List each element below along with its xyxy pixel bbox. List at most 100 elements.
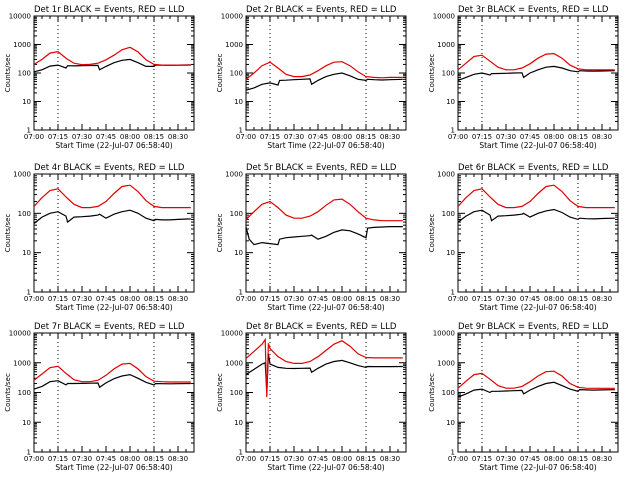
panel-det-3r: Det 3r BLACK = Events, RED = LLD 1 10 100 10… (428, 5, 619, 150)
panel-title: Det 2r BLACK = Events, RED = LLD (246, 5, 397, 15)
x-tick-label: 07:15 (260, 455, 280, 463)
x-tick-label: 08:00 (120, 133, 140, 141)
x-axis-label: Start Time (22-Jul-07 06:58:40) (55, 303, 172, 312)
series-line-lld (33, 184, 191, 209)
x-tick-label: 07:30 (284, 455, 304, 463)
y-tick-label: 100 (18, 210, 31, 218)
panel-title: Det 1r BLACK = Events, RED = LLD (34, 5, 185, 15)
x-tick-label: 08:30 (380, 455, 400, 463)
panel-det-2r: Det 2r BLACK = Events, RED = LLD 1 10 100 10… (216, 5, 407, 150)
series-line-lld (245, 61, 403, 80)
y-tick-label: 1000 (13, 359, 31, 367)
x-tick-label: 07:00 (236, 455, 256, 463)
x-axis-label: Start Time (22-Jul-07 06:58:40) (267, 303, 384, 312)
y-tick-label: 10000 (433, 330, 455, 338)
series-line-events (457, 208, 615, 223)
y-tick-label: 1 (27, 289, 31, 297)
x-tick-label: 07:15 (472, 455, 492, 463)
panel-title: Det 4r BLACK = Events, RED = LLD (34, 163, 185, 173)
plot-frame (33, 15, 195, 131)
x-tick-label: 07:45 (96, 133, 116, 141)
y-tick-label: 1 (451, 289, 455, 297)
x-tick-label: 07:00 (448, 295, 468, 303)
x-tick-label: 08:00 (544, 455, 564, 463)
x-tick-label: 07:45 (96, 295, 116, 303)
x-tick-label: 07:30 (72, 455, 92, 463)
y-tick-label: 1 (239, 289, 243, 297)
x-tick-label: 07:45 (96, 455, 116, 463)
series-line-events (457, 381, 615, 398)
y-tick-label: 10000 (221, 330, 243, 338)
x-tick-label: 08:00 (544, 133, 564, 141)
y-axis-label: Counts/sec (428, 373, 436, 412)
series-line-events (245, 72, 403, 91)
x-tick-label: 07:00 (448, 455, 468, 463)
y-axis-label: Counts/sec (4, 54, 12, 93)
x-tick-label: 07:00 (236, 133, 256, 141)
y-tick-label: 10 (446, 98, 455, 106)
y-tick-label: 10 (234, 249, 243, 257)
x-tick-label: 07:15 (260, 133, 280, 141)
x-tick-label: 08:15 (568, 295, 588, 303)
y-tick-label: 10 (234, 419, 243, 427)
x-tick-label: 08:00 (120, 295, 140, 303)
series-line-lld (33, 46, 191, 66)
x-tick-label: 07:30 (496, 133, 516, 141)
series-line-lld (457, 370, 615, 389)
panel-title: Det 8r BLACK = Events, RED = LLD (246, 322, 397, 332)
x-tick-label: 07:00 (448, 133, 468, 141)
panel-det-9r: Det 9r BLACK = Events, RED = LLD 1 10 100 10… (428, 322, 619, 472)
y-axis-label: Counts/sec (428, 214, 436, 253)
series-line-events (33, 373, 191, 390)
x-tick-label: 07:45 (308, 295, 328, 303)
x-axis-label: Start Time (22-Jul-07 06:58:40) (267, 141, 384, 150)
panel-det-7r: Det 7r BLACK = Events, RED = LLD 1 10 100 10… (4, 322, 195, 472)
x-tick-label: 07:15 (48, 133, 68, 141)
y-tick-label: 1000 (225, 41, 243, 49)
y-tick-label: 100 (18, 389, 31, 397)
series-line-lld (245, 198, 403, 222)
x-tick-label: 07:15 (48, 455, 68, 463)
y-tick-label: 100 (230, 389, 243, 397)
y-tick-label: 1 (451, 449, 455, 457)
x-tick-label: 08:30 (592, 133, 612, 141)
x-tick-label: 08:30 (168, 455, 188, 463)
y-tick-label: 1000 (13, 41, 31, 49)
y-tick-label: 10 (234, 98, 243, 106)
x-tick-label: 07:00 (24, 133, 44, 141)
x-tick-label: 07:45 (520, 455, 540, 463)
x-tick-label: 07:45 (520, 133, 540, 141)
x-tick-label: 08:15 (356, 455, 376, 463)
x-tick-label: 08:15 (144, 295, 164, 303)
x-axis-label: Start Time (22-Jul-07 06:58:40) (55, 141, 172, 150)
y-tick-label: 100 (442, 210, 455, 218)
y-tick-label: 1 (27, 127, 31, 135)
y-axis-label: Counts/sec (216, 373, 224, 412)
x-tick-label: 07:45 (520, 295, 540, 303)
y-tick-label: 10 (446, 249, 455, 257)
y-tick-label: 100 (442, 389, 455, 397)
x-tick-label: 07:30 (284, 295, 304, 303)
x-tick-label: 07:15 (260, 295, 280, 303)
y-tick-label: 10 (22, 249, 31, 257)
plot-frame (245, 173, 407, 293)
x-tick-label: 07:00 (24, 455, 44, 463)
x-tick-label: 07:15 (472, 295, 492, 303)
y-tick-label: 1000 (13, 171, 31, 179)
y-tick-label: 10 (446, 419, 455, 427)
y-tick-label: 10000 (9, 13, 31, 21)
x-tick-label: 07:15 (48, 295, 68, 303)
panel-title: Det 5r BLACK = Events, RED = LLD (246, 163, 397, 173)
x-tick-label: 08:15 (144, 133, 164, 141)
y-tick-label: 1000 (437, 171, 455, 179)
x-tick-label: 08:00 (332, 133, 352, 141)
series-line-lld (457, 184, 615, 209)
x-tick-label: 08:00 (544, 295, 564, 303)
series-line-events (457, 65, 615, 81)
y-tick-label: 100 (18, 70, 31, 78)
series-line-events (245, 226, 403, 246)
x-tick-label: 07:30 (496, 455, 516, 463)
x-tick-label: 08:30 (168, 133, 188, 141)
x-tick-label: 07:30 (72, 133, 92, 141)
